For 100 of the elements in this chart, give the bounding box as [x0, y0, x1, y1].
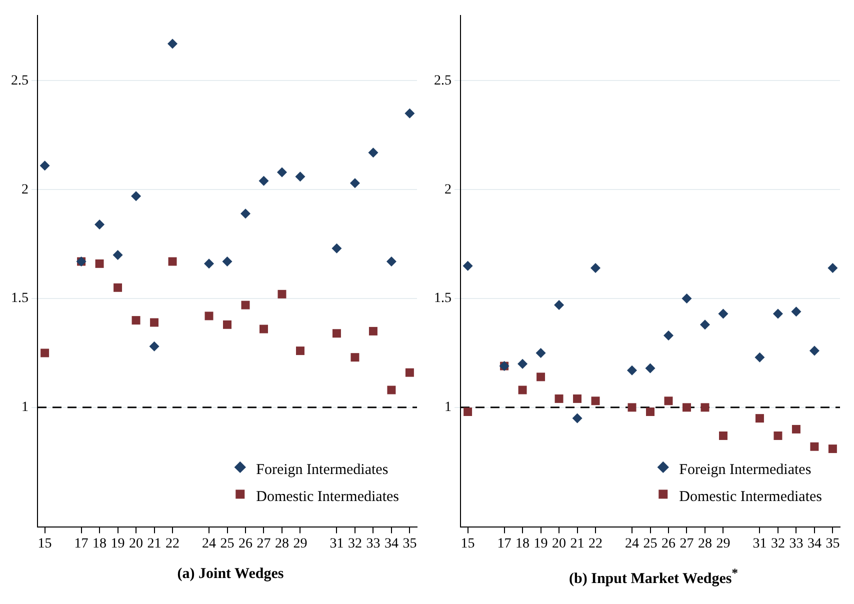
- x-tick-label: 19: [534, 536, 548, 552]
- x-tick-label: 20: [552, 536, 566, 552]
- point: [150, 318, 159, 327]
- x-tick-label: 26: [238, 536, 252, 552]
- x-tick-label: 32: [770, 536, 785, 552]
- x-tick-label: 24: [202, 536, 216, 552]
- point: [386, 256, 396, 266]
- x-tick-label: 17: [74, 536, 88, 552]
- point: [95, 259, 104, 268]
- point: [405, 368, 414, 377]
- point: [536, 348, 546, 358]
- point: [278, 290, 286, 298]
- x-tick-label: 35: [402, 536, 417, 552]
- x-tick-label: 26: [661, 536, 676, 552]
- x-tick-label: 33: [366, 536, 380, 552]
- legend-label: Domestic Intermediates: [256, 489, 400, 506]
- point: [40, 348, 50, 358]
- point: [772, 308, 783, 319]
- legend-label: Foreign Intermediates: [679, 462, 812, 478]
- x-tick-label: 15: [38, 536, 52, 552]
- x-tick-label: 32: [348, 536, 362, 552]
- x-tick-label: 18: [516, 536, 530, 552]
- x-tick-label: 25: [643, 536, 658, 552]
- point: [518, 386, 527, 394]
- x-tick-label: 19: [110, 536, 125, 552]
- point: [664, 396, 673, 406]
- point: [663, 330, 674, 341]
- point: [572, 413, 582, 424]
- point: [131, 191, 142, 202]
- point: [554, 300, 564, 310]
- x-tick-label: 15: [460, 536, 475, 552]
- point: [276, 167, 287, 178]
- point: [718, 308, 728, 319]
- x-tick-label: 29: [716, 536, 730, 552]
- point: [754, 352, 765, 362]
- point: [646, 408, 654, 416]
- point: [809, 346, 820, 356]
- point: [94, 219, 105, 230]
- point: [258, 176, 269, 186]
- x-tick-label: 22: [166, 536, 180, 552]
- point: [368, 326, 378, 336]
- point: [241, 300, 250, 310]
- x-tick-label: 34: [807, 536, 822, 552]
- y-tick-label: 1: [444, 400, 452, 416]
- point: [718, 431, 728, 440]
- point: [554, 394, 564, 403]
- point: [536, 372, 546, 382]
- point: [132, 316, 140, 325]
- x-tick-label: 27: [256, 536, 271, 552]
- x-tick-label: 31: [330, 536, 344, 552]
- point: [682, 294, 692, 304]
- x-tick-label: 34: [384, 536, 398, 552]
- point: [223, 320, 232, 329]
- point: [682, 403, 691, 412]
- point: [368, 148, 378, 158]
- point: [404, 108, 415, 118]
- point: [295, 172, 306, 182]
- point: [700, 320, 710, 330]
- x-tick-label: 27: [680, 536, 694, 552]
- x-tick-label: 17: [497, 536, 512, 552]
- y-tick-label: 1.5: [434, 291, 452, 306]
- point: [755, 414, 764, 423]
- point: [40, 160, 50, 171]
- x-tick-label: 25: [220, 536, 234, 552]
- point: [204, 312, 214, 320]
- x-tick-label: 33: [789, 536, 804, 552]
- point: [114, 283, 122, 292]
- legend-label: Foreign Intermediates: [256, 462, 388, 478]
- point: [222, 256, 232, 266]
- point: [464, 408, 472, 416]
- text: (b) Input Market Wedges$^{*}$: [568, 566, 739, 588]
- point: [590, 263, 601, 274]
- point: [774, 431, 782, 440]
- y-tick-label: 1: [22, 400, 28, 416]
- point: [828, 444, 837, 454]
- x-tick-label: 18: [92, 536, 107, 552]
- point: [168, 38, 178, 49]
- y-tick-label: 1.5: [11, 291, 28, 306]
- x-tick-label: 28: [698, 536, 712, 552]
- text: (a) Joint Wedges: [176, 566, 285, 583]
- point: [645, 363, 656, 374]
- point: [627, 365, 638, 376]
- x-tick-label: 21: [147, 536, 162, 552]
- point: [628, 403, 636, 412]
- point: [810, 442, 819, 451]
- x-tick-label: 29: [293, 536, 308, 552]
- point: [700, 403, 710, 412]
- point: [332, 243, 342, 254]
- point: [149, 341, 160, 352]
- y-tick-label: 2: [22, 182, 28, 198]
- x-tick-label: 35: [826, 536, 840, 552]
- point: [462, 260, 473, 271]
- point: [518, 358, 528, 369]
- point: [296, 346, 304, 356]
- point: [240, 208, 250, 219]
- point: [350, 353, 360, 362]
- x-tick-label: 31: [752, 536, 767, 552]
- point: [828, 263, 838, 274]
- legend-label: Domestic Intermediates: [679, 489, 822, 506]
- point: [573, 394, 582, 403]
